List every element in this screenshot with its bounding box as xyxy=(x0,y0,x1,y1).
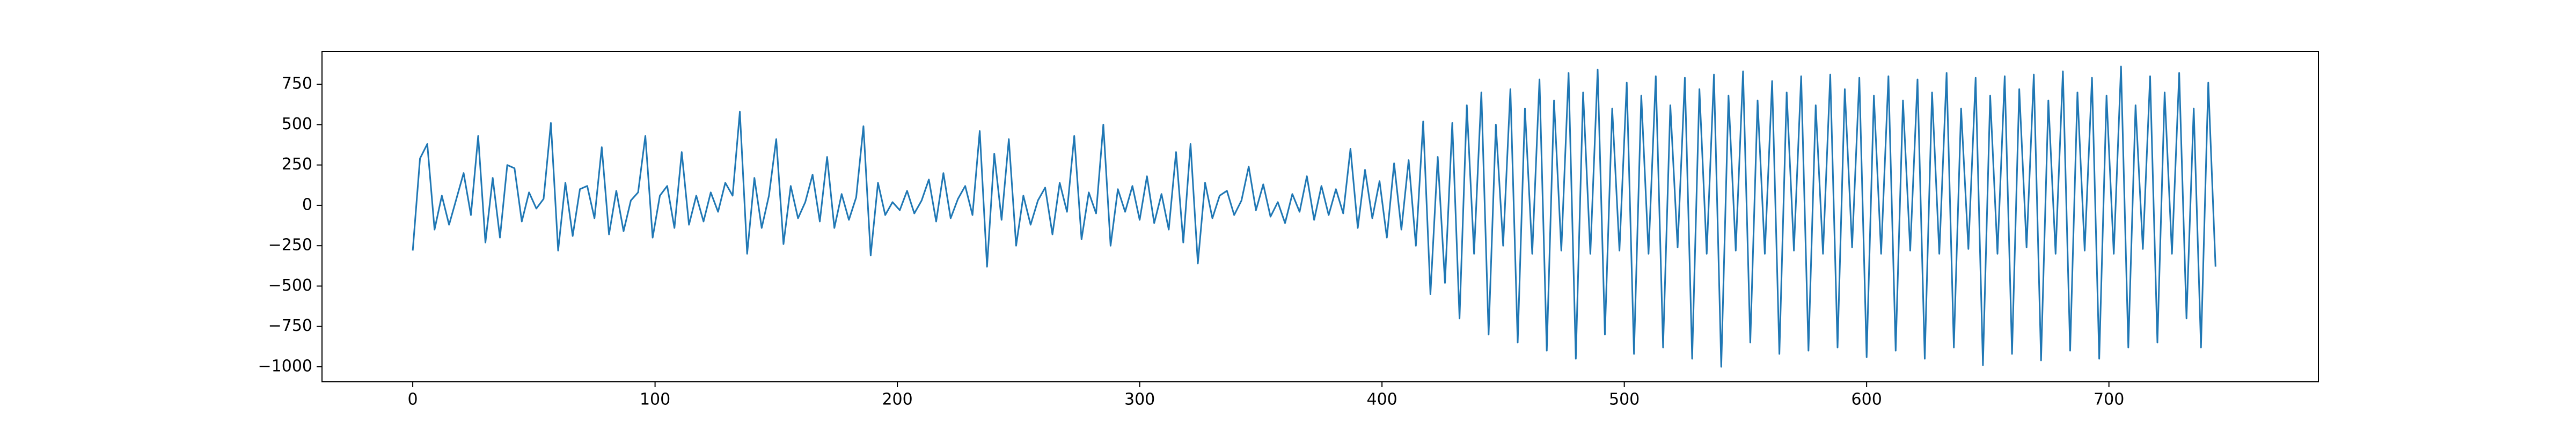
x-tick-label: 100 xyxy=(640,390,670,409)
y-tick-label: −1000 xyxy=(258,357,312,376)
y-tick-label: 500 xyxy=(282,115,312,134)
y-tick-label: −500 xyxy=(268,276,312,295)
x-tick-label: 200 xyxy=(882,390,912,409)
x-tick-label: 600 xyxy=(1851,390,1882,409)
x-tick-label: 0 xyxy=(408,390,418,409)
y-tick-label: 0 xyxy=(302,195,312,214)
x-tick-label: 400 xyxy=(1367,390,1397,409)
y-tick-label: 750 xyxy=(282,75,312,93)
y-tick-label: −250 xyxy=(268,236,312,255)
data-line xyxy=(412,65,2216,368)
x-tick-label: 500 xyxy=(1609,390,1640,409)
x-tick-label: 700 xyxy=(2094,390,2124,409)
y-tick-label: 250 xyxy=(282,155,312,174)
plot-frame xyxy=(321,51,2319,382)
y-tick-label: −750 xyxy=(268,316,312,335)
x-tick-label: 300 xyxy=(1124,390,1155,409)
